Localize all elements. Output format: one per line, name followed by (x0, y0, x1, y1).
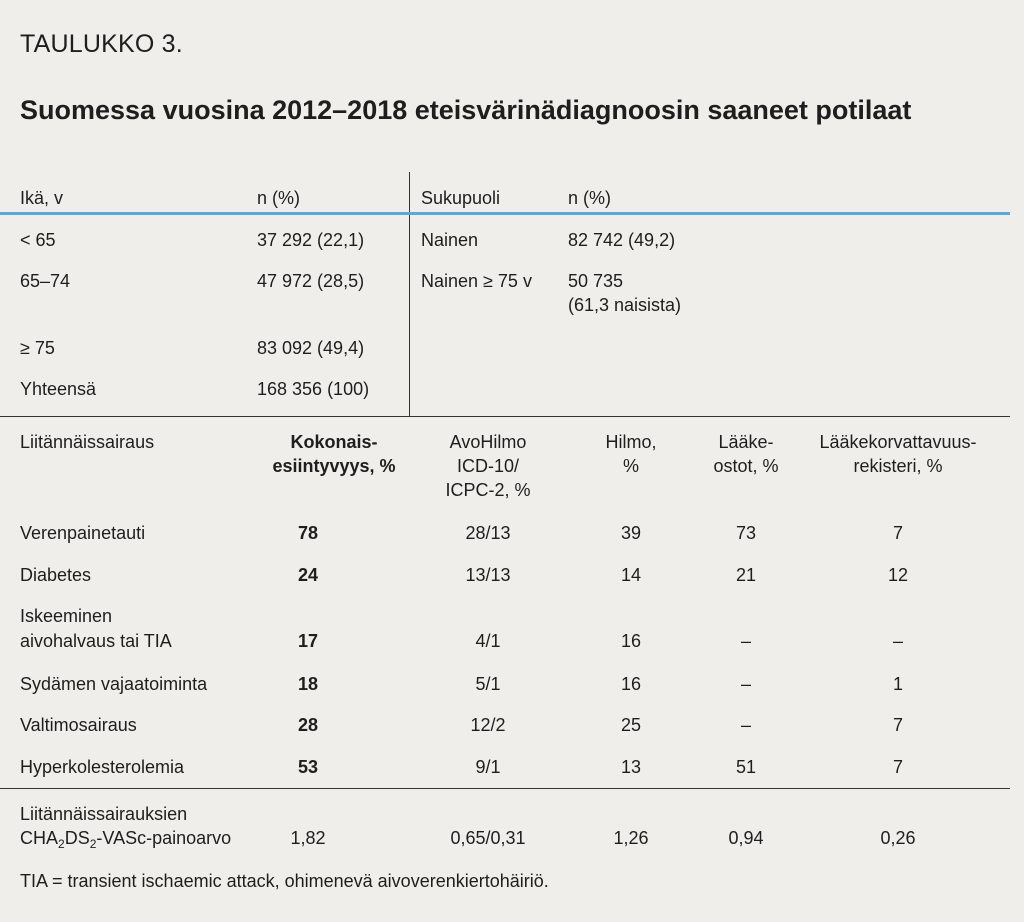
age-n-header: n (%) (257, 188, 301, 208)
comorbidity-row-laake: – (740, 631, 752, 651)
comorbidity-row-laake: 21 (735, 565, 757, 585)
summary-avohilmo: 0,65/0,31 (450, 828, 526, 848)
summary-hilmo: 1,26 (613, 828, 649, 848)
comorbidity-row-laake: 73 (735, 523, 757, 543)
comorbidity-row-registry: 7 (892, 523, 904, 543)
sex-n-header: n (%) (568, 188, 612, 208)
comorbidity-row-avohilmo: 5/1 (475, 674, 501, 694)
age-header: Ikä, v (20, 188, 64, 208)
summary-total: 1,82 (290, 828, 326, 848)
comorbidity-row-label: Sydämen vajaatoiminta (20, 674, 208, 694)
comorbidity-row-avohilmo: 4/1 (475, 631, 501, 651)
header-rule (0, 212, 1010, 215)
sex-row-value: 82 742 (49,2) (568, 230, 676, 250)
age-row-label: 65–74 (20, 271, 71, 291)
comorbidity-row-hilmo: 25 (620, 715, 642, 735)
comorbidity-row-hilmo: 16 (620, 631, 642, 651)
age-row-label: Yhteensä (20, 379, 97, 399)
comorbidity-row-avohilmo: 9/1 (475, 757, 501, 777)
comorbidity-row-laake: 51 (735, 757, 757, 777)
age-row-label: ≥ 75 (20, 338, 55, 358)
comorbidity-row-avohilmo: 12/2 (470, 715, 506, 735)
comorbidity-row-total: 17 (297, 631, 319, 651)
age-row-value: 168 356 (100) (257, 379, 370, 399)
comorbidity-row-hilmo: 14 (620, 565, 642, 585)
summary-label-line2: CHA2DS2-VASc-painoarvo (20, 826, 231, 850)
comorbidity-row-laake: – (740, 715, 752, 735)
comorbidity-row-hilmo: 16 (620, 674, 642, 694)
avohilmo-header-line1: AvoHilmo (449, 432, 527, 452)
comorbidity-row-total: 28 (297, 715, 319, 735)
summary-label-line1: Liitännäissairauksien (20, 804, 188, 824)
comorbidity-row-hilmo: 13 (620, 757, 642, 777)
comorbidity-row-avohilmo: 13/13 (465, 565, 511, 585)
registry-header-line2: rekisteri, % (853, 456, 943, 476)
summary-label-cha: CHA (20, 828, 59, 848)
summary-label-sub2: 2 (89, 837, 97, 851)
comorbidity-row-label: Iskeeminen (20, 606, 113, 626)
comorbidity-row-label-line2: aivohalvaus tai TIA (20, 631, 172, 651)
sex-row-label: Nainen ≥ 75 v (421, 271, 532, 291)
comorbidity-row-total: 24 (297, 565, 319, 585)
comorbidity-row-label: Valtimosairaus (20, 715, 137, 735)
section-rule (0, 416, 1010, 417)
summary-label-vasc: -VASc-painoarvo (96, 828, 232, 848)
comorbidity-row-registry: 1 (892, 674, 904, 694)
age-row-value: 83 092 (49,4) (257, 338, 365, 358)
hilmo-header-line2: % (622, 456, 640, 476)
registry-header-line1: Lääkekorvattavuus- (819, 432, 977, 452)
summary-registry: 0,26 (880, 828, 916, 848)
comorbidity-row-hilmo: 39 (620, 523, 642, 543)
summary-label-sub1: 2 (58, 837, 65, 851)
comorbidity-row-label: Verenpainetauti (20, 523, 146, 543)
section-divider (409, 172, 410, 416)
age-row-value: 37 292 (22,1) (257, 230, 365, 250)
age-row-value: 47 972 (28,5) (257, 271, 365, 291)
avohilmo-header-line3: ICPC-2, % (445, 480, 531, 500)
comorbidity-row-registry: – (892, 631, 904, 651)
sex-row-value: 50 735 (568, 271, 624, 291)
comorbidity-row-registry: 7 (892, 757, 904, 777)
sex-header: Sukupuoli (421, 188, 501, 208)
comorbidity-row-laake: – (740, 674, 752, 694)
summary-laake: 0,94 (728, 828, 764, 848)
comorbidity-row-registry: 12 (887, 565, 909, 585)
laake-header-line2: ostot, % (713, 456, 779, 476)
total-header-line2: esiintyvyys, % (272, 456, 396, 476)
comorbidity-row-label: Diabetes (20, 565, 92, 585)
avohilmo-header-line2: ICD-10/ (456, 456, 520, 476)
age-row-label: < 65 (20, 230, 56, 250)
comorbidity-row-total: 78 (297, 523, 319, 543)
sex-row-value-note: (61,3 naisista) (568, 295, 682, 315)
comorbidity-row-total: 53 (297, 757, 319, 777)
laake-header-line1: Lääke- (718, 432, 774, 452)
table-title: Suomessa vuosina 2012–2018 eteisvärinädi… (20, 95, 912, 125)
footnote: TIA = transient ischaemic attack, ohimen… (20, 871, 549, 891)
table-label: TAULUKKO 3. (20, 30, 183, 58)
hilmo-header-line1: Hilmo, (605, 432, 657, 452)
sex-row-label: Nainen (421, 230, 479, 250)
comorbidity-row-avohilmo: 28/13 (465, 523, 511, 543)
summary-label-ds: DS (64, 828, 90, 848)
comorbidity-row-label: Hyperkolesterolemia (20, 757, 185, 777)
total-header-line1: Kokonais- (290, 432, 378, 452)
comorbidity-header: Liitännäissairaus (20, 432, 155, 452)
summary-rule (0, 788, 1010, 789)
comorbidity-row-registry: 7 (892, 715, 904, 735)
comorbidity-row-total: 18 (297, 674, 319, 694)
